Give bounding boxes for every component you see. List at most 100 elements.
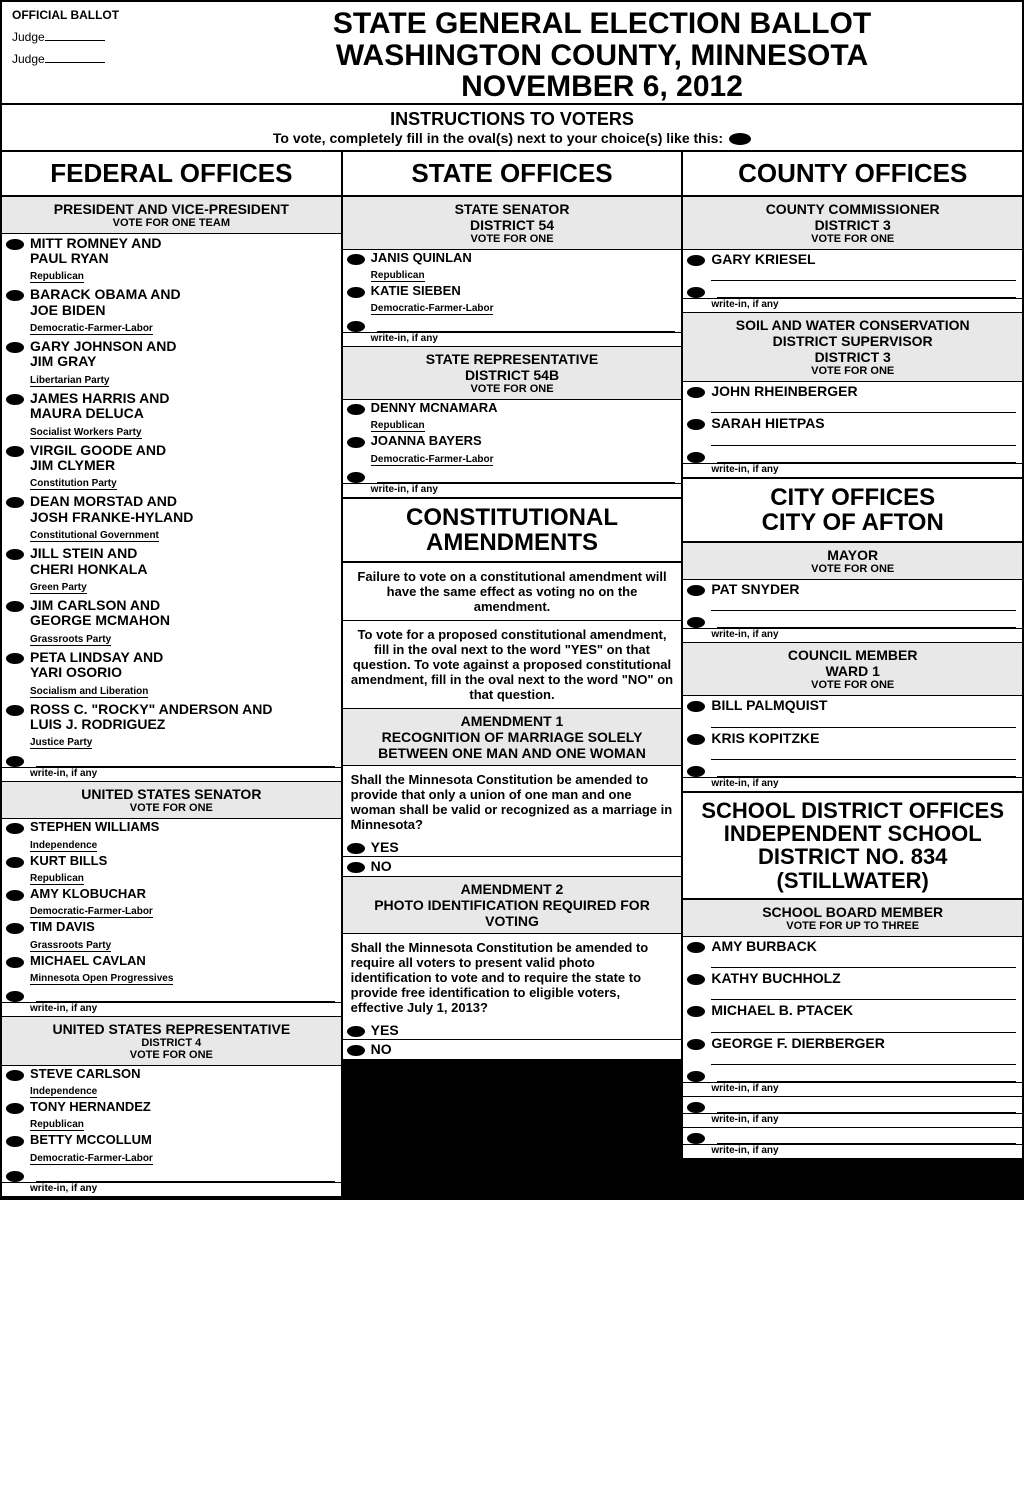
amend2-no[interactable]: NO: [343, 1040, 682, 1059]
candidate-row[interactable]: STEPHEN WILLIAMSIndependence: [2, 819, 341, 852]
candidate-row[interactable]: JAMES HARRIS ANDMAURA DELUCASocialist Wo…: [2, 389, 341, 441]
candidate-row[interactable]: DEAN MORSTAD ANDJOSH FRANKE-HYLANDConsti…: [2, 492, 341, 544]
oval-icon[interactable]: [687, 1133, 705, 1144]
candidate-row[interactable]: ROSS C. "ROCKY" ANDERSON ANDLUIS J. RODR…: [2, 700, 341, 752]
oval-icon[interactable]: [6, 549, 24, 560]
oval-icon[interactable]: [347, 321, 365, 332]
oval-icon[interactable]: [6, 342, 24, 353]
amend1-yes[interactable]: YES: [343, 838, 682, 857]
candidate-row[interactable]: PETA LINDSAY ANDYARI OSORIOSocialism and…: [2, 648, 341, 700]
school-writein-3[interactable]: [683, 1128, 1022, 1145]
oval-icon[interactable]: [687, 255, 705, 266]
oval-icon[interactable]: [6, 1070, 24, 1081]
oval-icon[interactable]: [687, 452, 705, 463]
candidate-row[interactable]: SARAH HIETPAS: [683, 414, 1022, 446]
candidate-row[interactable]: JOANNA BAYERSDemocratic-Farmer-Labor: [343, 433, 682, 466]
candidate-row[interactable]: JOHN RHEINBERGER: [683, 382, 1022, 414]
amend2-question: Shall the Minnesota Constitution be amen…: [343, 934, 682, 1021]
oval-icon[interactable]: [6, 394, 24, 405]
candidate-row[interactable]: MICHAEL B. PTACEK: [683, 1001, 1022, 1033]
oval-icon[interactable]: [6, 991, 24, 1002]
oval-icon[interactable]: [347, 1045, 365, 1056]
oval-icon[interactable]: [6, 290, 24, 301]
oval-icon[interactable]: [6, 957, 24, 968]
candidate-row[interactable]: GARY JOHNSON ANDJIM GRAYLibertarian Part…: [2, 337, 341, 389]
candidate-row[interactable]: TIM DAVISGrassroots Party: [2, 919, 341, 952]
candidate-row[interactable]: KURT BILLSRepublican: [2, 853, 341, 886]
candidate-row[interactable]: GARY KRIESEL: [683, 250, 1022, 282]
candidate-row[interactable]: MICHAEL CAVLANMinnesota Open Progressive…: [2, 953, 341, 986]
candidate-row[interactable]: GEORGE F. DIERBERGER: [683, 1034, 1022, 1066]
oval-icon[interactable]: [687, 766, 705, 777]
candidate-row[interactable]: KATHY BUCHHOLZ: [683, 969, 1022, 1001]
oval-icon[interactable]: [687, 701, 705, 712]
oval-icon[interactable]: [687, 1071, 705, 1082]
candidate-row[interactable]: BARACK OBAMA ANDJOE BIDENDemocratic-Farm…: [2, 285, 341, 337]
instructions: INSTRUCTIONS TO VOTERS To vote, complete…: [2, 103, 1022, 152]
candidate-row[interactable]: KATIE SIEBENDemocratic-Farmer-Labor: [343, 283, 682, 316]
statesen-writein[interactable]: [343, 316, 682, 333]
schoolboard-head: SCHOOL BOARD MEMBER VOTE FOR UP TO THREE: [683, 900, 1022, 937]
oval-icon[interactable]: [6, 239, 24, 250]
oval-icon[interactable]: [6, 1103, 24, 1114]
candidate-row[interactable]: BILL PALMQUIST: [683, 696, 1022, 728]
oval-icon[interactable]: [687, 1039, 705, 1050]
oval-icon[interactable]: [347, 472, 365, 483]
oval-icon[interactable]: [6, 653, 24, 664]
oval-icon[interactable]: [687, 942, 705, 953]
oval-icon[interactable]: [687, 387, 705, 398]
oval-icon[interactable]: [6, 823, 24, 834]
candidate-row[interactable]: AMY KLOBUCHARDemocratic-Farmer-Labor: [2, 886, 341, 919]
oval-icon[interactable]: [6, 705, 24, 716]
candidate-row[interactable]: JANIS QUINLANRepublican: [343, 250, 682, 283]
oval-icon[interactable]: [347, 862, 365, 873]
oval-icon[interactable]: [6, 601, 24, 612]
oval-icon[interactable]: [6, 857, 24, 868]
oval-icon[interactable]: [687, 617, 705, 628]
president-head: PRESIDENT AND VICE-PRESIDENT VOTE FOR ON…: [2, 197, 341, 234]
comm-writein[interactable]: [683, 282, 1022, 299]
oval-icon[interactable]: [347, 437, 365, 448]
oval-icon[interactable]: [347, 254, 365, 265]
oval-icon[interactable]: [347, 287, 365, 298]
school-writein-2[interactable]: [683, 1097, 1022, 1114]
ussenator-writein[interactable]: [2, 986, 341, 1003]
candidate-row[interactable]: JIM CARLSON ANDGEORGE MCMAHONGrassroots …: [2, 596, 341, 648]
oval-icon[interactable]: [687, 419, 705, 430]
candidate-row[interactable]: JILL STEIN ANDCHERI HONKALAGreen Party: [2, 544, 341, 596]
oval-icon[interactable]: [687, 974, 705, 985]
oval-icon[interactable]: [687, 734, 705, 745]
candidate-row[interactable]: TONY HERNANDEZRepublican: [2, 1099, 341, 1132]
amend2-yes[interactable]: YES: [343, 1021, 682, 1040]
oval-icon[interactable]: [6, 756, 24, 767]
oval-icon[interactable]: [347, 1026, 365, 1037]
oval-icon[interactable]: [6, 923, 24, 934]
candidate-row[interactable]: BETTY MCCOLLUMDemocratic-Farmer-Labor: [2, 1132, 341, 1165]
oval-icon[interactable]: [687, 1006, 705, 1017]
oval-icon[interactable]: [687, 1102, 705, 1113]
oval-icon[interactable]: [6, 890, 24, 901]
usrep-writein[interactable]: [2, 1166, 341, 1183]
oval-icon[interactable]: [687, 287, 705, 298]
council-writein[interactable]: [683, 761, 1022, 778]
oval-icon[interactable]: [6, 1136, 24, 1147]
candidate-row[interactable]: STEVE CARLSONIndependence: [2, 1066, 341, 1099]
oval-icon[interactable]: [6, 497, 24, 508]
amend1-no[interactable]: NO: [343, 857, 682, 876]
candidate-row[interactable]: AMY BURBACK: [683, 937, 1022, 969]
president-writein[interactable]: [2, 751, 341, 768]
oval-icon[interactable]: [6, 1171, 24, 1182]
school-writein-1[interactable]: [683, 1066, 1022, 1083]
oval-icon[interactable]: [6, 446, 24, 457]
candidate-row[interactable]: MITT ROMNEY ANDPAUL RYANRepublican: [2, 234, 341, 286]
staterep-writein[interactable]: [343, 467, 682, 484]
candidate-row[interactable]: KRIS KOPITZKE: [683, 729, 1022, 761]
candidate-row[interactable]: PAT SNYDER: [683, 580, 1022, 612]
oval-icon[interactable]: [347, 843, 365, 854]
soil-writein[interactable]: [683, 447, 1022, 464]
candidate-row[interactable]: VIRGIL GOODE ANDJIM CLYMERConstitution P…: [2, 441, 341, 493]
oval-icon[interactable]: [347, 404, 365, 415]
mayor-writein[interactable]: [683, 612, 1022, 629]
candidate-row[interactable]: DENNY MCNAMARARepublican: [343, 400, 682, 433]
oval-icon[interactable]: [687, 585, 705, 596]
